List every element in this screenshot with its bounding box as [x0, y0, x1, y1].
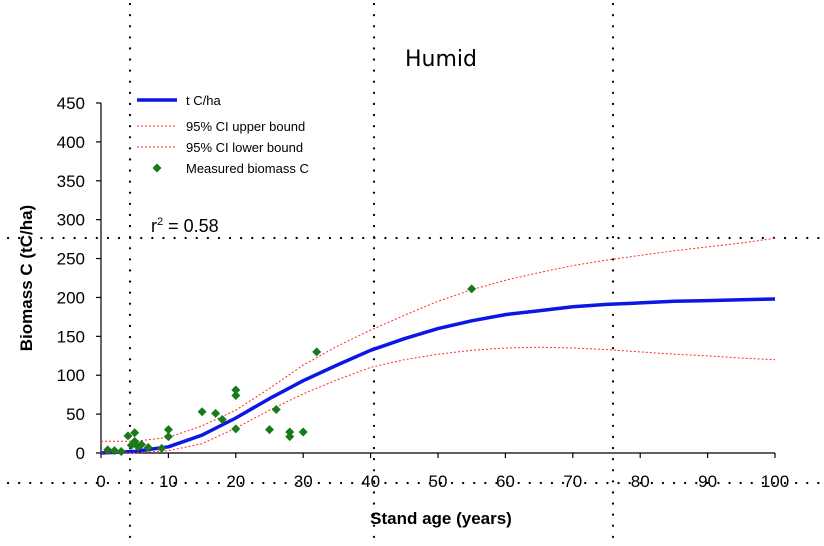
x-tick-label: 40 [361, 472, 380, 491]
x-tick-label: 100 [761, 472, 789, 491]
measured-point [116, 446, 126, 456]
measured-point [265, 425, 274, 435]
measured-point [217, 415, 227, 425]
ci-lower-line [101, 346, 776, 454]
x-tick-label: 60 [496, 472, 515, 491]
plot-area [100, 237, 776, 456]
measured-point [271, 404, 281, 414]
ci-upper-line [101, 237, 776, 442]
measured-point [298, 427, 308, 437]
chart-title: Humid [405, 47, 477, 72]
axes: 0 50 100 150 200 250 300 350 400 450 0 10 20 30 40 50 60… [57, 94, 790, 491]
legend-swatch-measured [152, 163, 162, 173]
x-tick-label: 10 [159, 472, 178, 491]
x-axis-title: Stand age (years) [370, 509, 512, 528]
y-tick-label: 100 [57, 366, 85, 385]
measured-point [285, 432, 295, 442]
y-tick-label: 450 [57, 94, 85, 113]
measured-point [136, 439, 146, 449]
measured-point [163, 425, 173, 435]
measured-point [211, 408, 221, 418]
legend-label: Measured biomass C [186, 161, 309, 176]
y-tick-label: 50 [66, 405, 85, 424]
r-squared-base: r [151, 216, 157, 236]
measured-point [467, 284, 477, 294]
y-tick-label: 350 [57, 172, 85, 191]
measured-point [231, 424, 241, 434]
y-tick-label: 250 [57, 250, 85, 269]
r-squared-value: = 0.58 [163, 216, 219, 236]
measured-point [157, 443, 167, 453]
fit-line [100, 297, 776, 455]
x-tick-label: 50 [429, 472, 448, 491]
y-tick-label: 0 [76, 444, 85, 463]
y-tick-label: 400 [57, 133, 85, 152]
y-tick-label: 300 [57, 211, 85, 230]
x-tick-label: 0 [96, 472, 105, 491]
measured-point [285, 427, 295, 437]
x-tick-label: 90 [698, 472, 717, 491]
measured-point [109, 446, 119, 456]
legend-label: 95% CI lower bound [186, 140, 303, 155]
measured-point [123, 431, 133, 441]
legend-label: t C/ha [186, 93, 221, 108]
y-axis-title: Biomass C (tC/ha) [17, 205, 36, 351]
measured-point [312, 347, 322, 357]
x-tick-label: 30 [294, 472, 313, 491]
x-tick-label: 70 [563, 472, 582, 491]
y-tick-label: 150 [57, 327, 85, 346]
measured-point [103, 445, 113, 455]
measured-point [143, 443, 153, 453]
x-tick-label: 80 [631, 472, 650, 491]
legend-label: 95% CI upper bound [186, 119, 305, 134]
r-squared-sup: 2 [157, 216, 163, 228]
measured-point [130, 428, 140, 438]
y-tick-label: 200 [57, 288, 85, 307]
legend: t C/ha 95% CI upper bound 95% CI lower bou… [137, 93, 309, 176]
r-squared-annotation: r2 = 0.58 [151, 216, 219, 236]
measured-point [163, 432, 173, 442]
measured-point [231, 385, 241, 395]
measured-point [231, 390, 241, 400]
measured-point [197, 407, 207, 417]
x-tick-label: 20 [226, 472, 245, 491]
dotted-guides [6, 2, 822, 542]
